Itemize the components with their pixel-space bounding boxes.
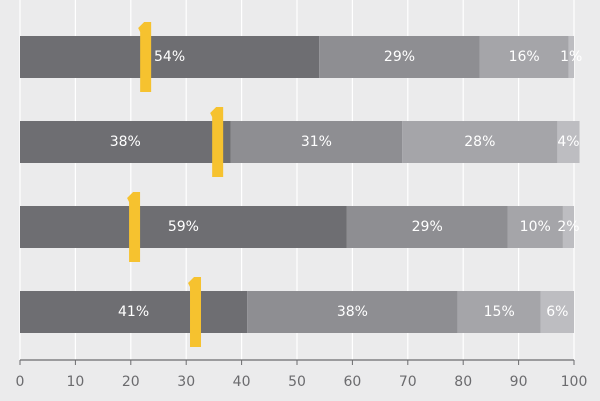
marker — [210, 107, 224, 177]
x-tick-label: 80 — [454, 374, 472, 390]
marker — [188, 277, 202, 347]
bar-segment — [20, 36, 320, 78]
bar-segment — [247, 291, 458, 333]
data-label: 59% — [168, 219, 199, 235]
bar-segment — [540, 291, 574, 333]
x-tick-label: 20 — [122, 374, 140, 390]
data-label: 38% — [337, 304, 368, 320]
markers — [127, 22, 224, 347]
x-tick-label: 40 — [233, 374, 251, 390]
x-tick-label: 60 — [343, 374, 361, 390]
data-label: 28% — [464, 134, 495, 150]
data-label: 2% — [557, 219, 579, 235]
bar-segment — [346, 206, 508, 248]
x-axis: 0 10 20 30 40 50 60 70 80 90 100 — [16, 359, 588, 390]
x-tick-label: 90 — [510, 374, 528, 390]
bar-segment — [402, 121, 558, 163]
data-label: 4% — [557, 134, 579, 150]
bar-segment — [562, 206, 574, 248]
data-label: 38% — [110, 134, 141, 150]
bar-segment — [319, 36, 480, 78]
x-tick-label: 70 — [399, 374, 417, 390]
data-label: 29% — [412, 219, 443, 235]
x-tick-label: 100 — [561, 374, 588, 390]
bar-segment — [479, 36, 569, 78]
marker — [127, 192, 141, 262]
data-label: 1% — [560, 49, 582, 65]
x-tick-label: 30 — [177, 374, 195, 390]
bar-segment — [457, 291, 541, 333]
x-tick-label: 10 — [66, 374, 84, 390]
data-label: 31% — [301, 134, 332, 150]
bar-segment — [20, 121, 231, 163]
data-label: 29% — [384, 49, 415, 65]
bar-segment — [507, 206, 563, 248]
data-label: 15% — [484, 304, 515, 320]
x-tick-label: 0 — [16, 374, 25, 390]
bar-segment — [230, 121, 403, 163]
bar-segment — [20, 291, 248, 333]
bar-segment — [568, 36, 574, 78]
bars: 54% 29% 16% 1% 38% 31% 28% 4% 59% 29% 10% 2% 41% 38% 1… — [20, 36, 582, 333]
data-label: 6% — [546, 304, 568, 320]
bar-segment — [557, 121, 580, 163]
data-label: 54% — [154, 49, 185, 65]
x-tick-label: 50 — [288, 374, 306, 390]
data-label: 41% — [118, 304, 149, 320]
marker — [138, 22, 152, 92]
bar-segment — [20, 206, 347, 248]
data-label: 10% — [520, 219, 551, 235]
data-label: 16% — [509, 49, 540, 65]
